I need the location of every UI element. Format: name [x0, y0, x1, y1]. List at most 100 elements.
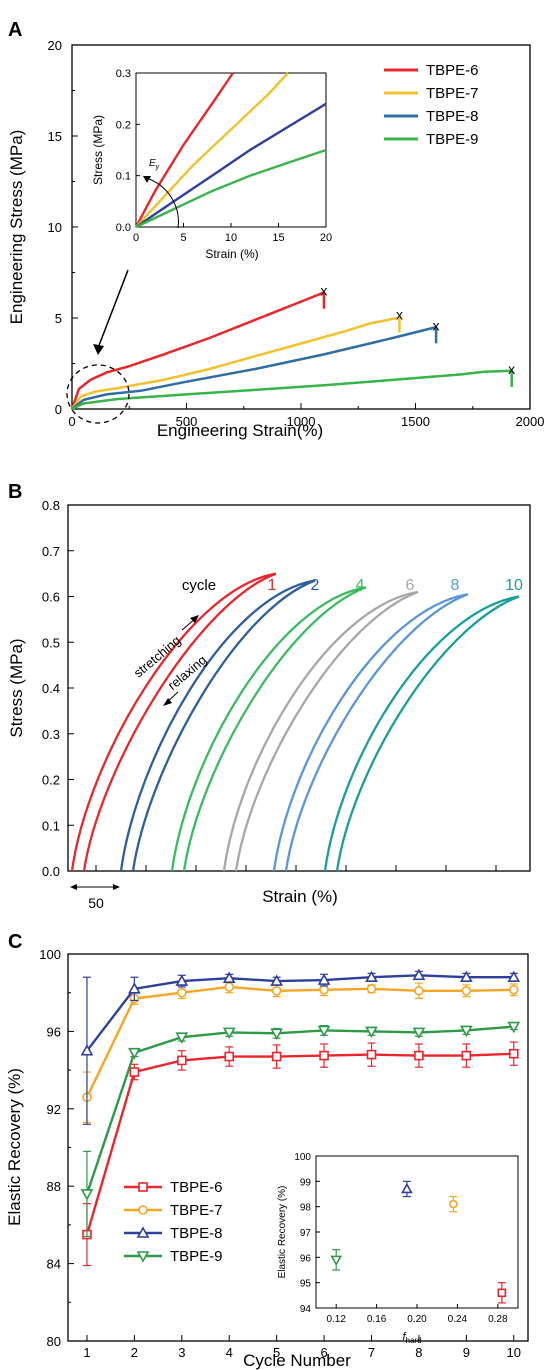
c-legend-label: TBPE-7 [170, 1202, 223, 1219]
panel-c-inset-xlabel: fhard [402, 1331, 421, 1345]
b-cycle-label: 10 [505, 577, 523, 594]
c-point [80, 1189, 94, 1201]
panel-c-ylabel: Elastic Recovery (%) [5, 1068, 24, 1226]
a-break-marker: x [508, 361, 515, 377]
panel-a-break-markers: x x x x [320, 283, 515, 387]
c-ytick-label: 88 [47, 1179, 61, 1194]
c-series-tbpe-8 [86, 974, 514, 1052]
panel-a-letter: A [8, 19, 22, 41]
ci-ytick-label: 100 [294, 1152, 311, 1163]
c-legend-marker [138, 1182, 148, 1192]
ci-ytick-label: 97 [300, 1228, 312, 1239]
scale-bar-label: 50 [88, 895, 104, 911]
c-ytick-label: 84 [47, 1257, 61, 1272]
c-point [222, 1027, 236, 1040]
ci-point-tbpe-6 [497, 1288, 507, 1298]
panel-c-inset-frame [315, 1155, 519, 1309]
c-point [508, 1048, 519, 1059]
c-xtick-label: 9 [463, 1345, 470, 1360]
a-break-marker: x [396, 306, 403, 322]
c-point [319, 984, 329, 995]
zoom-arrow [97, 269, 129, 349]
b-cycle-10-relax [335, 595, 520, 872]
c-legend-label: TBPE-8 [170, 1225, 223, 1242]
c-xtick-label: 1 [83, 1345, 90, 1360]
b-cycle-2-stretch [119, 579, 316, 872]
panel-b-letter: B [8, 481, 22, 503]
c-point [270, 1028, 284, 1040]
c-point [177, 987, 187, 998]
ai-series-tbpe-6 [134, 72, 234, 228]
panel-c-ticks: 1 2 3 4 5 6 7 8 9 10 80 84 88 92 96 100 [39, 947, 521, 1360]
c-point [412, 968, 426, 981]
panel-b-ylabel: Stress (MPa) [7, 638, 26, 737]
ci-ytick-label: 99 [300, 1177, 312, 1188]
c-point [175, 1032, 189, 1044]
c-point [271, 1051, 282, 1062]
c-point [224, 1051, 235, 1062]
b-cycle-10-stretch [323, 595, 520, 872]
c-legend-marker [136, 1251, 150, 1263]
c-legend-label: TBPE-9 [170, 1248, 223, 1265]
c-legend-label: TBPE-6 [170, 1179, 223, 1196]
ci-xtick-label: 0.12 [326, 1314, 346, 1325]
relaxing-arrow-head [163, 698, 172, 706]
c-point [128, 1047, 141, 1060]
ai-xtick-label: 10 [225, 232, 237, 244]
ai-series-tbpe-8 [135, 102, 327, 228]
cycle-label: cycle [182, 577, 216, 594]
c-point [412, 1027, 426, 1040]
panel-b-ticks: 0.0 0.1 0.2 0.3 0.4 0.5 0.6 0.7 0.8 [42, 498, 497, 879]
ai-ytick-label: 0.1 [116, 171, 131, 183]
c-point [365, 1026, 378, 1039]
a-break-marker: x [433, 317, 440, 333]
c-point [414, 985, 424, 996]
c-point [366, 984, 377, 994]
c-point [319, 1050, 329, 1061]
c-point [128, 982, 141, 994]
ai-ytick-label: 0.2 [116, 119, 131, 131]
b-cycle-6-relax [234, 590, 419, 872]
panel-c-frame [67, 953, 529, 1342]
panel-c-legend: TBPE-6 TBPE-7 TBPE-8 TBPE-9 [124, 1179, 223, 1265]
ci-xtick-label: 0.20 [407, 1314, 427, 1325]
a-ytick-label: 15 [48, 129, 62, 144]
panel-a-legend: TBPE-6 TBPE-7 TBPE-8 TBPE-9 [384, 62, 479, 148]
a-ytick-label: 20 [48, 38, 62, 53]
ai-xtick-label: 5 [180, 232, 186, 244]
c-point [317, 973, 331, 985]
ai-xtick-label: 20 [320, 232, 332, 244]
a-ytick-label: 10 [48, 220, 62, 235]
b-cycle-8-relax [284, 593, 469, 872]
scale-bar-left-head [70, 884, 77, 890]
panel-b-xlabel: Strain (%) [262, 887, 338, 906]
b-ytick-label: 0.1 [42, 818, 60, 833]
b-cycle-8-stretch [272, 593, 469, 872]
b-ytick-label: 0.3 [42, 727, 60, 742]
c-ytick-label: 92 [47, 1102, 61, 1117]
c-xtick-label: 6 [320, 1345, 327, 1360]
c-point [459, 970, 473, 983]
zoom-region-circle [66, 364, 130, 424]
panel-a-inset-ylabel: Stress (MPa) [91, 115, 105, 185]
b-cycle-label: 6 [406, 577, 415, 594]
panel-a-inset-ticks: 0 5 10 15 20 0.0 0.1 0.2 0.3 [116, 68, 332, 244]
panel-a-ticks: 0 500 1000 1500 2000 0 5 10 15 20 [48, 38, 545, 429]
c-xtick-label: 2 [131, 1345, 138, 1360]
c-legend-marker [138, 1205, 148, 1215]
ci-point-tbpe-9 [330, 1255, 343, 1266]
stretching-arrow-head [190, 615, 199, 623]
ai-series-tbpe-9 [135, 148, 327, 229]
b-cycle-6-stretch [222, 590, 419, 872]
ai-ytick-label: 0.0 [116, 222, 131, 234]
panel-a-ylabel: Engineering Stress (MPa) [7, 130, 26, 325]
panel-b-series [70, 572, 520, 872]
c-xtick-label: 4 [226, 1345, 233, 1360]
ai-ytick-label: 0.3 [116, 68, 131, 80]
panel-c-inset-points [330, 1180, 507, 1304]
c-point [175, 974, 189, 986]
c-legend-marker [136, 1226, 150, 1238]
c-point [508, 984, 519, 995]
zoom-arrow-head [93, 344, 104, 355]
